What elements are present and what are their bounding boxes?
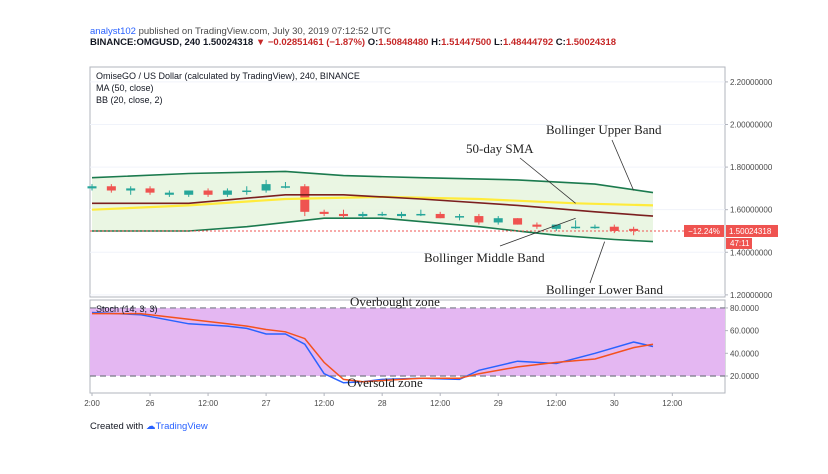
x-tick-label: 12:00 — [546, 399, 567, 408]
candle-body[interactable] — [513, 218, 523, 225]
candle-body[interactable] — [571, 226, 581, 229]
created-with-text: Created with — [90, 421, 144, 432]
candle-body[interactable] — [532, 224, 542, 227]
candle-body[interactable] — [551, 224, 561, 229]
price-tick-label: 2.20000000 — [730, 78, 773, 87]
bb-lower-annotation: Bollinger Lower Band — [546, 282, 663, 297]
open-label: O: — [367, 37, 379, 48]
open-value: 1.50848480 — [378, 37, 429, 48]
price-tick-label: 1.60000000 — [730, 206, 773, 215]
bb-middle-annotation: Bollinger Middle Band — [424, 250, 545, 265]
candle-body[interactable] — [280, 186, 290, 188]
candle-body[interactable] — [87, 186, 97, 189]
symbol-label: BINANCE:OMGUSD, 240 — [90, 37, 201, 48]
candle-body[interactable] — [455, 216, 465, 218]
created-with: Created with ☁TradingView — [90, 421, 208, 432]
candle-body[interactable] — [590, 226, 600, 229]
candle-body[interactable] — [397, 213, 407, 217]
x-tick-label: 12:00 — [198, 399, 219, 408]
publish-info: analyst102 published on TradingView.com,… — [90, 26, 391, 37]
candle-body[interactable] — [609, 226, 619, 231]
bb-middle-line — [92, 194, 654, 217]
price-tick-label: 2.00000000 — [730, 121, 773, 130]
tradingview-logo-icon: ☁ — [145, 421, 156, 432]
symbol-ohlc-line: BINANCE:OMGUSD, 240 1.50024318 ▼ −0.0285… — [90, 37, 616, 48]
x-tick-label: 12:00 — [430, 399, 451, 408]
candle-body[interactable] — [203, 190, 213, 195]
change-badge-label: −12.24% — [688, 227, 720, 236]
x-tick-label: 29 — [494, 399, 503, 408]
last-price: 1.50024318 — [202, 37, 254, 48]
low-label: L: — [493, 37, 503, 48]
candle-body[interactable] — [184, 190, 194, 195]
bb-upper-annotation: Bollinger Upper Band — [546, 122, 662, 137]
overbought-label: Overbought zone — [350, 294, 440, 309]
bb-fill — [92, 171, 653, 242]
x-tick-label: 26 — [146, 399, 155, 408]
price-pane-frame — [89, 66, 726, 298]
candle-body[interactable] — [338, 213, 348, 217]
x-tick-label: 30 — [610, 399, 619, 408]
candle-body[interactable] — [242, 190, 252, 193]
candle-body[interactable] — [319, 211, 329, 214]
candle-body[interactable] — [164, 192, 174, 195]
stoch-tick-label: 60.0000 — [730, 327, 759, 336]
x-tick-label: 27 — [262, 399, 271, 408]
sma-annotation-leader — [519, 157, 576, 204]
oversold-label: Oversold zone — [347, 375, 423, 390]
stoch-band-fill — [90, 307, 725, 376]
bb-lower-annotation-leader — [589, 241, 606, 284]
high-value: 1.51447500 — [441, 37, 492, 48]
sma-annotation: 50-day SMA — [466, 141, 534, 156]
down-arrow-icon: ▼ — [255, 37, 266, 48]
close-label: C: — [555, 37, 566, 48]
candle-body[interactable] — [629, 228, 639, 231]
price-change: −0.02851461 (−1.87%) — [267, 37, 366, 48]
candle-body[interactable] — [416, 213, 426, 216]
publish-text: published on TradingView.com, July 30, 2… — [138, 26, 391, 37]
candle-body[interactable] — [474, 216, 484, 223]
candle-body[interactable] — [358, 213, 368, 217]
high-label: H: — [431, 37, 442, 48]
price-badge — [726, 224, 778, 237]
price-tick-label: 1.80000000 — [730, 163, 773, 172]
countdown-label: 47:11 — [730, 239, 750, 248]
close-value: 1.50024318 — [565, 37, 617, 48]
tradingview-brand[interactable]: TradingView — [155, 421, 208, 432]
chart-title: OmiseGO / US Dollar (calculated by Tradi… — [96, 71, 360, 81]
x-tick-label: 2:00 — [84, 399, 100, 408]
price-tick-label: 1.20000000 — [730, 291, 773, 300]
stoch-tick-label: 40.0000 — [730, 349, 759, 358]
stoch-legend: Stoch (14, 3, 3) — [96, 304, 158, 314]
ma-legend: MA (50, close) — [96, 83, 154, 93]
stoch-tick-label: 80.0000 — [730, 304, 759, 313]
bb-upper-annotation-leader — [611, 139, 635, 191]
bb-upper-line — [91, 170, 654, 194]
countdown-badge — [726, 237, 752, 249]
candle-body[interactable] — [261, 184, 271, 191]
x-tick-label: 12:00 — [662, 399, 683, 408]
low-value: 1.48444792 — [502, 37, 554, 48]
bb-lower-line — [92, 217, 654, 243]
candle-body[interactable] — [435, 213, 445, 219]
candle-body[interactable] — [106, 186, 116, 191]
candle-body[interactable] — [222, 190, 232, 195]
stoch-d-line — [92, 312, 654, 383]
x-tick-label: 12:00 — [314, 399, 335, 408]
candle-body[interactable] — [377, 213, 387, 216]
x-tick-label: 28 — [378, 399, 387, 408]
candle-body[interactable] — [493, 218, 503, 223]
stoch-tick-label: 20.0000 — [730, 372, 759, 381]
price-tick-label: 1.40000000 — [730, 248, 773, 257]
bb-legend: BB (20, close, 2) — [96, 95, 163, 105]
candle-body[interactable] — [126, 188, 136, 191]
author-link[interactable]: analyst102 — [90, 26, 136, 37]
change-badge — [684, 224, 724, 237]
bb-middle-annotation-leader — [499, 217, 576, 247]
price-badge-label: 1.50024318 — [729, 227, 772, 236]
candle-body[interactable] — [145, 188, 155, 193]
